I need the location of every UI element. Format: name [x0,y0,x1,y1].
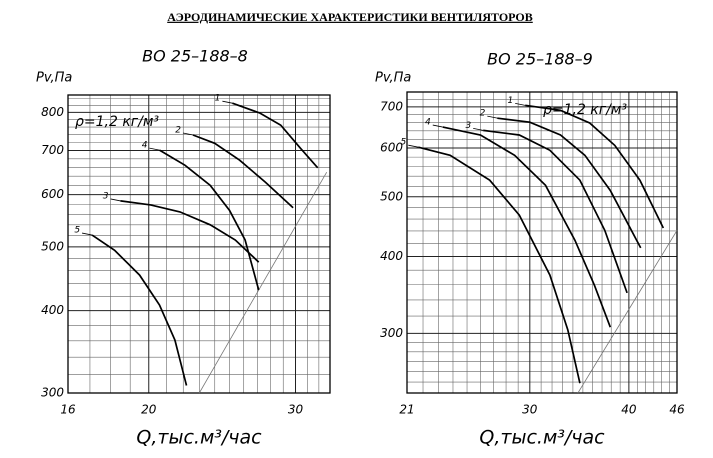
curve-label: 2 [175,126,181,136]
curve-leader [487,115,498,119]
curve-leader [81,232,93,236]
x-axis-label: Q,тыс.м³/час [479,427,605,449]
chart-title: ВО 25–188–9 [487,50,593,69]
y-tick-label: 300 [41,386,64,400]
y-tick-label: 700 [41,143,64,157]
x-tick-label: 16 [60,403,76,417]
y-tick-label: 300 [380,326,403,340]
plot-frame [406,91,678,394]
curve-leader [149,147,160,151]
curve-leader [408,144,419,148]
curve-leader [222,100,233,104]
curve-label: 1 [507,96,513,106]
x-tick-label: 30 [288,403,304,417]
density-note: ρ=1,2 кг/м³ [75,114,159,130]
limit-line [198,172,328,394]
y-tick-label: 600 [380,141,403,155]
y-tick-label: 500 [41,239,64,253]
curve [442,126,612,328]
chart-title: ВО 25–188–8 [142,47,248,66]
y-tick-label: 600 [41,187,64,201]
y-axis-label: Pv,Па [36,71,72,86]
curve [497,117,642,249]
curve-leader [432,124,443,128]
curve-label: 1 [215,94,221,104]
density-note: ρ=1,2 кг/м³ [543,102,627,118]
y-tick-label: 400 [41,303,64,317]
curve-label: 2 [480,109,486,119]
page-header: АЭРОДИНАМИЧЕСКИЕ ХАРАКТЕРИСТИКИ ВЕНТИЛЯТ… [167,10,533,24]
y-tick-label: 800 [41,105,64,119]
y-axis-label: Pv,Па [375,71,411,86]
x-tick-label: 30 [522,403,538,417]
curve-label: 5 [401,138,407,148]
x-axis-label: Q,тыс.м³/час [136,427,262,449]
y-tick-label: 400 [380,249,403,263]
curve-leader [515,102,526,106]
y-tick-label: 700 [380,99,403,113]
curve-label: 3 [465,121,471,131]
x-tick-label: 20 [141,403,157,417]
curve [159,149,260,291]
curve [483,129,628,294]
curve-leader [182,132,194,136]
limit-line [577,230,678,394]
curve-label: 4 [142,141,148,151]
curve-leader [473,127,484,131]
curve [91,234,188,386]
curve-label: 5 [74,226,80,236]
curve [120,200,260,263]
x-tick-label: 21 [399,403,414,417]
curve-leader [110,198,121,202]
plot-frame [67,94,331,394]
y-tick-label: 500 [380,189,403,203]
curve [192,134,294,209]
x-tick-label: 40 [621,403,637,417]
curve [232,102,319,169]
curve [418,146,581,384]
x-tick-label: 46 [669,403,685,417]
curve [525,104,665,229]
curve-label: 4 [425,118,431,128]
curve-label: 3 [103,191,109,201]
